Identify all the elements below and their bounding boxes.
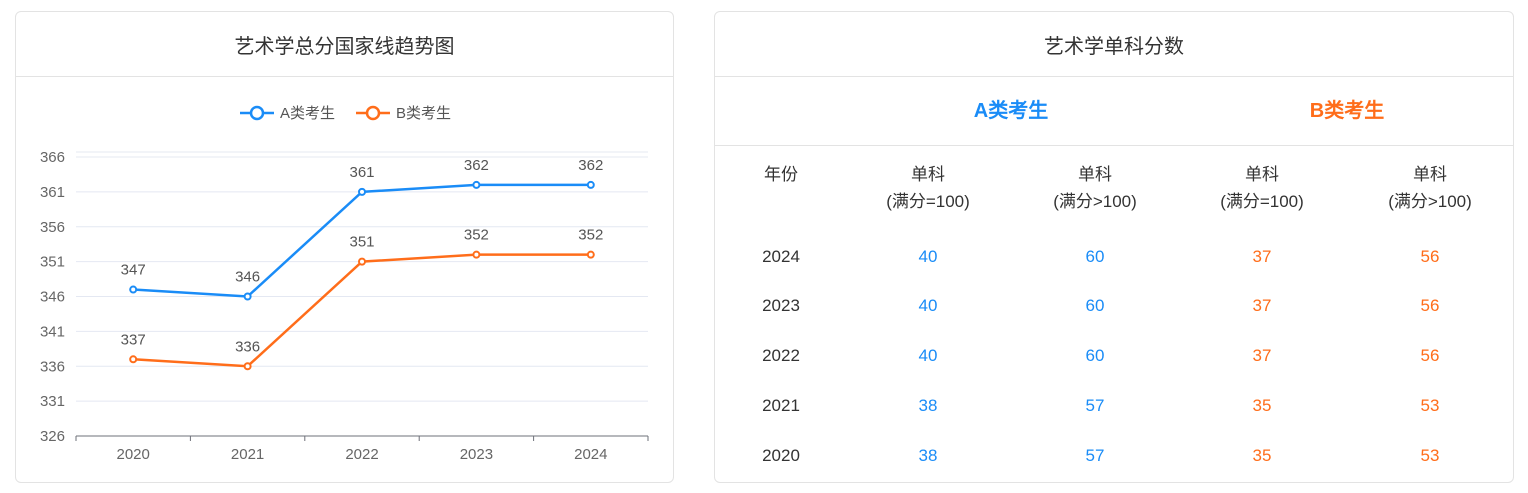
column-header: 单科 (满分=100) <box>1220 161 1304 215</box>
header-line: 单科 <box>911 165 945 184</box>
y-tick-label: 336 <box>40 358 65 375</box>
data-label: 352 <box>464 227 489 244</box>
data-label: 336 <box>235 338 260 355</box>
y-tick-label: 341 <box>40 323 65 340</box>
data-label: 362 <box>464 157 489 174</box>
data-label: 362 <box>578 157 603 174</box>
data-label: 361 <box>349 164 374 181</box>
y-tick-label: 366 <box>40 149 65 166</box>
series-line-1 <box>133 253 591 368</box>
score-cell: 60 <box>1085 247 1105 266</box>
data-label: 347 <box>121 262 146 279</box>
legend-label: A类考生 <box>280 105 335 122</box>
data-point <box>243 292 252 301</box>
score-cell: 37 <box>1252 296 1272 315</box>
group-a-label: A类考生 <box>973 100 1049 122</box>
chart-title: 艺术学总分国家线趋势图 <box>16 12 673 77</box>
data-point <box>586 250 595 259</box>
x-tick-label: 2024 <box>574 446 607 463</box>
score-cell: 37 <box>1252 247 1272 266</box>
score-cell: 40 <box>918 247 938 266</box>
year-cell: 2023 <box>762 296 800 315</box>
header-line: 单科 <box>1413 165 1447 184</box>
group-header-row: A类考生 B类考生 <box>715 77 1513 146</box>
line-chart: 326 331 336 341 346 351 356 361 366 2020 2021 2022 2… <box>40 105 649 463</box>
score-cell: 38 <box>918 446 938 465</box>
score-cell: 56 <box>1420 247 1440 266</box>
data-point <box>358 187 366 196</box>
header-line: 单科 <box>1078 165 1112 184</box>
table-title: 艺术学单科分数 <box>715 12 1513 77</box>
column-header: 单科 (满分>100) <box>1053 161 1137 215</box>
score-cell: 56 <box>1420 346 1440 365</box>
header-line: (满分>100) <box>1053 192 1137 211</box>
y-tick-label: 346 <box>40 289 65 306</box>
data-point <box>472 180 481 189</box>
data-point <box>129 285 138 294</box>
header-line: 单科 <box>1245 165 1279 184</box>
column-header: 年份 <box>764 161 798 188</box>
x-tick-label: 2021 <box>231 446 264 463</box>
legend-marker-icon <box>365 105 381 121</box>
score-cell: 35 <box>1252 396 1272 415</box>
score-cell: 56 <box>1420 296 1440 315</box>
data-point <box>358 257 366 266</box>
score-cell: 60 <box>1085 346 1105 365</box>
score-cell: 53 <box>1420 446 1440 465</box>
year-cell: 2024 <box>762 247 800 266</box>
score-cell: 40 <box>918 296 938 315</box>
header-line: (满分=100) <box>886 192 970 211</box>
score-cell: 57 <box>1085 446 1105 465</box>
data-label: 337 <box>121 331 146 348</box>
score-cell: 35 <box>1252 446 1272 465</box>
x-tick-label: 2022 <box>345 446 378 463</box>
score-cell: 60 <box>1085 296 1105 315</box>
column-header: 单科 (满分=100) <box>886 161 970 215</box>
group-b-label: B类考生 <box>1309 100 1385 122</box>
year-cell: 2021 <box>762 396 800 415</box>
data-point <box>243 362 252 371</box>
y-tick-label: 356 <box>40 219 65 236</box>
x-tick-label: 2023 <box>460 446 493 463</box>
single-subject-card: 艺术学单科分数 A类考生 B类考生 年份 单科 (满分=100) 单科 (满分>100)… <box>714 11 1514 483</box>
score-cell: 53 <box>1420 396 1440 415</box>
data-label: 351 <box>349 234 374 251</box>
trend-chart-card: 艺术学总分国家线趋势图 326 331 336 341 346 351 356 361 366 2… <box>15 11 674 483</box>
year-cell: 2020 <box>762 446 800 465</box>
header-line: (满分=100) <box>1220 192 1304 211</box>
x-tick-label: 2020 <box>117 446 150 463</box>
score-cell: 38 <box>918 396 938 415</box>
score-cell: 57 <box>1085 396 1105 415</box>
data-point <box>586 180 595 189</box>
header-line: 年份 <box>764 165 798 184</box>
year-cell: 2022 <box>762 346 800 365</box>
legend-label: B类考生 <box>396 105 451 122</box>
legend-marker-icon <box>249 105 265 121</box>
data-label: 352 <box>578 227 603 244</box>
y-tick-label: 361 <box>40 184 65 201</box>
column-header: 单科 (满分>100) <box>1388 161 1472 215</box>
score-cell: 37 <box>1252 346 1272 365</box>
data-point <box>472 250 481 259</box>
y-tick-label: 351 <box>40 254 65 271</box>
score-cell: 40 <box>918 346 938 365</box>
header-line: (满分>100) <box>1388 192 1472 211</box>
y-tick-label: 326 <box>40 428 65 445</box>
y-tick-label: 331 <box>40 393 65 410</box>
data-label: 346 <box>235 269 260 286</box>
data-point <box>129 355 138 364</box>
